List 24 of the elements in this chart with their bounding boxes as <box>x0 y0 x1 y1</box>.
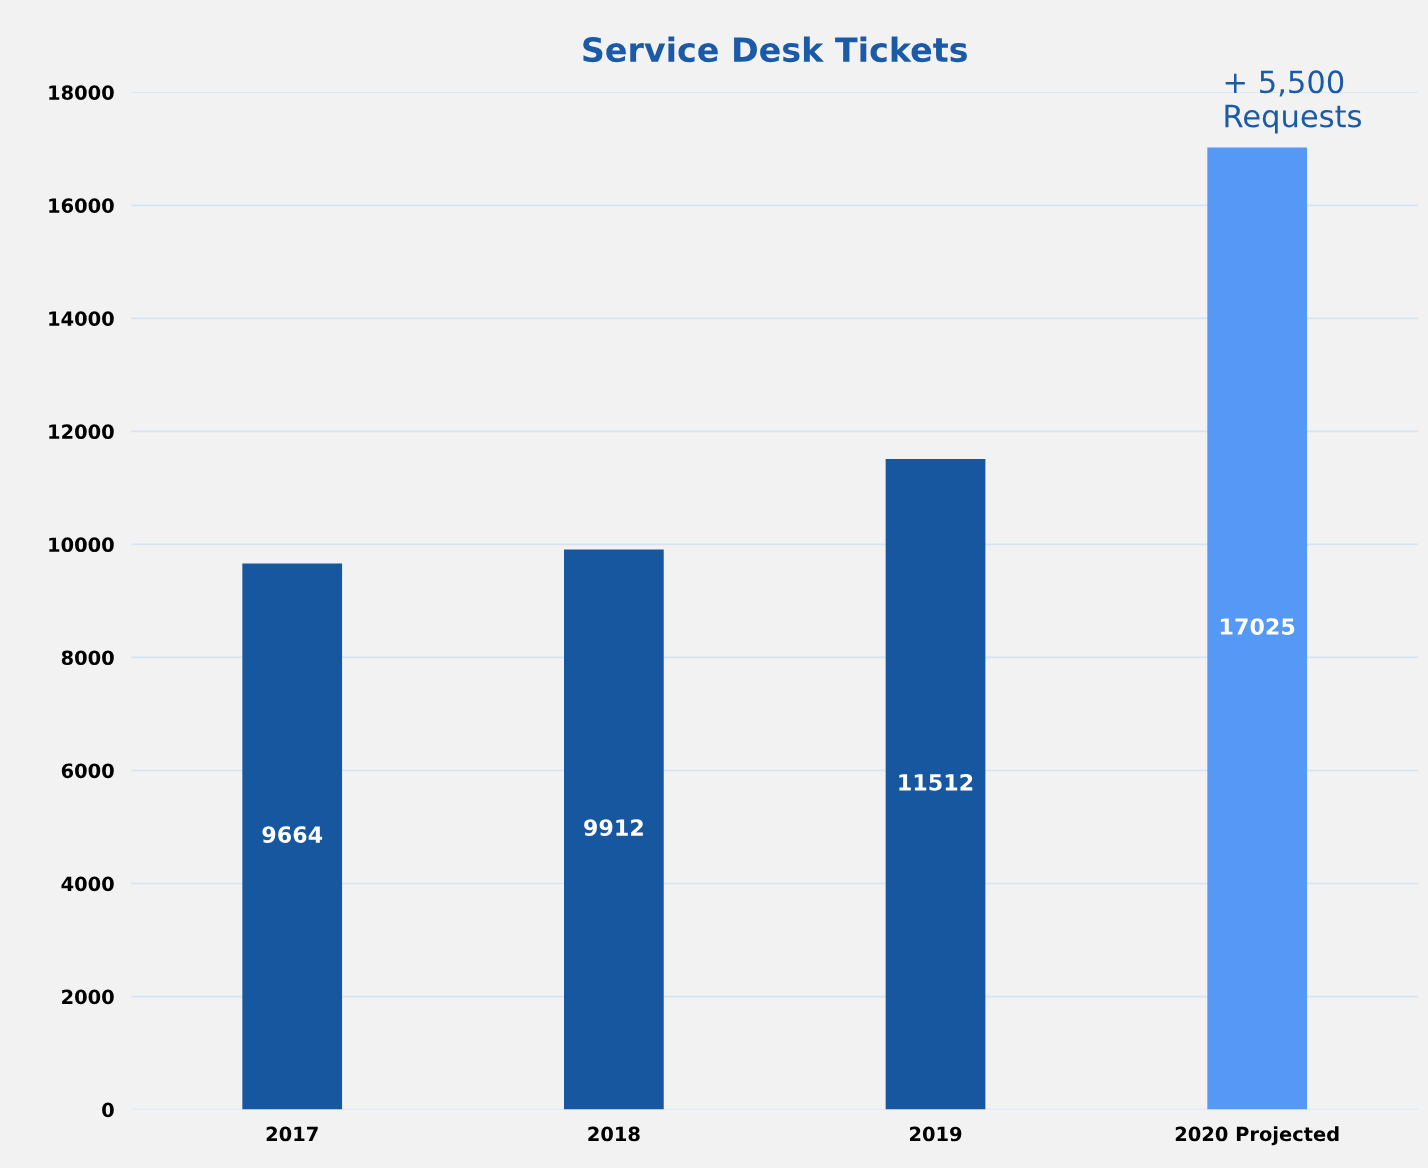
data-label: 9912 <box>584 819 643 836</box>
annotation: + 5,500 Requests <box>1225 70 1361 134</box>
y-tick-label: 2000 <box>62 989 114 1005</box>
y-tick-label: 16000 <box>49 198 114 213</box>
y-tick-label: 4000 <box>61 876 114 892</box>
data-label: 11512 <box>899 773 973 791</box>
x-tick-label: 2020 Projected <box>1175 1126 1339 1146</box>
data-label: 9664 <box>262 826 323 843</box>
data-label: 17025 <box>1221 618 1295 635</box>
x-tick-label: 2019 <box>910 1126 962 1142</box>
chart-title: Service Desk Tickets <box>583 36 967 63</box>
y-tick-label: 14000 <box>49 311 114 327</box>
bar <box>885 458 986 1110</box>
bar <box>1207 147 1308 1110</box>
y-tick-label: 6000 <box>61 763 114 779</box>
x-tick-label: 2017 <box>266 1126 318 1142</box>
y-tick-label: 12000 <box>49 424 114 440</box>
bar <box>564 549 664 1110</box>
x-tick-label: 2018 <box>588 1126 640 1142</box>
y-tick-label: 18000 <box>49 85 114 100</box>
y-tick-label: 8000 <box>61 650 114 666</box>
y-tick-label: 10000 <box>49 537 114 553</box>
y-tick-label: 0 <box>102 1102 114 1118</box>
bar <box>242 563 343 1110</box>
